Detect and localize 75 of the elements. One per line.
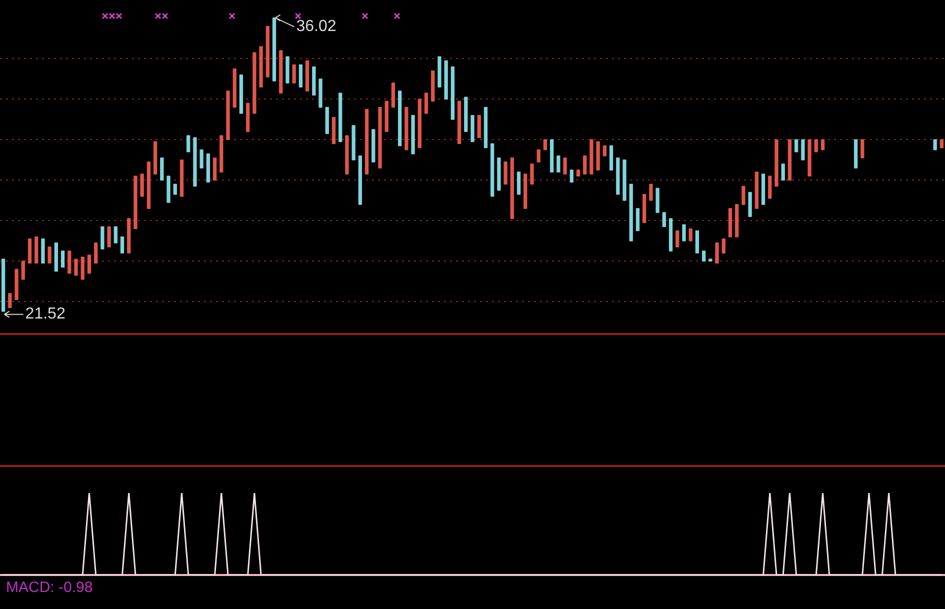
candlestick [120,236,124,254]
candlestick [550,139,554,172]
candlestick [153,141,158,174]
candlestick [60,250,65,268]
candlestick [470,115,474,142]
candlestick [318,78,322,108]
candlestick [556,156,560,172]
candlestick [74,258,78,276]
candlestick [682,224,686,242]
candlestick [14,268,18,300]
candlestick [636,208,640,232]
candlestick [384,100,388,132]
candlestick [570,170,574,183]
candlestick [504,162,508,185]
candlestick [438,56,442,88]
candlestick [516,172,521,195]
candlestick [808,139,812,176]
annotation: 21.52 [25,306,66,323]
candlestick [728,208,732,238]
candlestick [590,139,594,174]
candlestick [107,226,111,248]
candlestick [536,149,540,162]
candlestick [662,212,666,228]
candlestick [312,66,316,96]
candlestick [464,96,468,132]
candlestick [649,184,653,201]
candlestick [524,174,528,209]
candlestick [127,218,131,254]
candlestick [563,158,567,174]
candlestick [8,293,12,308]
candlestick [180,160,184,197]
candlestick [68,250,72,274]
candlestick [688,228,692,242]
candlestick [332,117,336,144]
candlestick [305,60,310,92]
candlestick [616,158,620,195]
candlestick [722,238,726,254]
candlestick [325,106,329,134]
candlestick [497,158,501,191]
candlestick [576,170,580,176]
candlestick [530,164,534,185]
candlestick [477,115,481,138]
candlestick [166,176,170,203]
candlestick [200,149,204,168]
candlestick [668,218,673,252]
candlestick [352,125,356,160]
candlestick [220,135,224,172]
candlestick [781,164,785,180]
annotation: 36.02 [296,18,336,36]
candlestick [87,254,92,274]
candlestick [484,106,488,148]
candlestick [292,64,296,84]
candlestick [80,256,84,280]
candlestick [596,141,600,170]
candlestick [391,82,396,108]
candlestick [372,129,376,162]
candlestick [656,188,660,213]
candlestick [444,60,448,100]
candlestick [100,226,104,250]
candlestick [609,145,614,170]
candlestick [748,192,752,217]
candlestick [239,74,244,114]
candlestick [286,56,290,84]
candlestick [676,230,680,248]
candlestick [28,238,32,264]
candlestick [742,186,746,205]
candlestick [702,250,706,262]
candlestick [715,242,719,264]
candlestick [761,174,766,205]
candlestick [854,139,858,168]
candlestick [41,238,45,264]
candlestick [774,139,778,187]
candlestick [404,106,408,150]
candlestick [48,246,52,264]
text: MACD: -0.98 [6,579,93,596]
